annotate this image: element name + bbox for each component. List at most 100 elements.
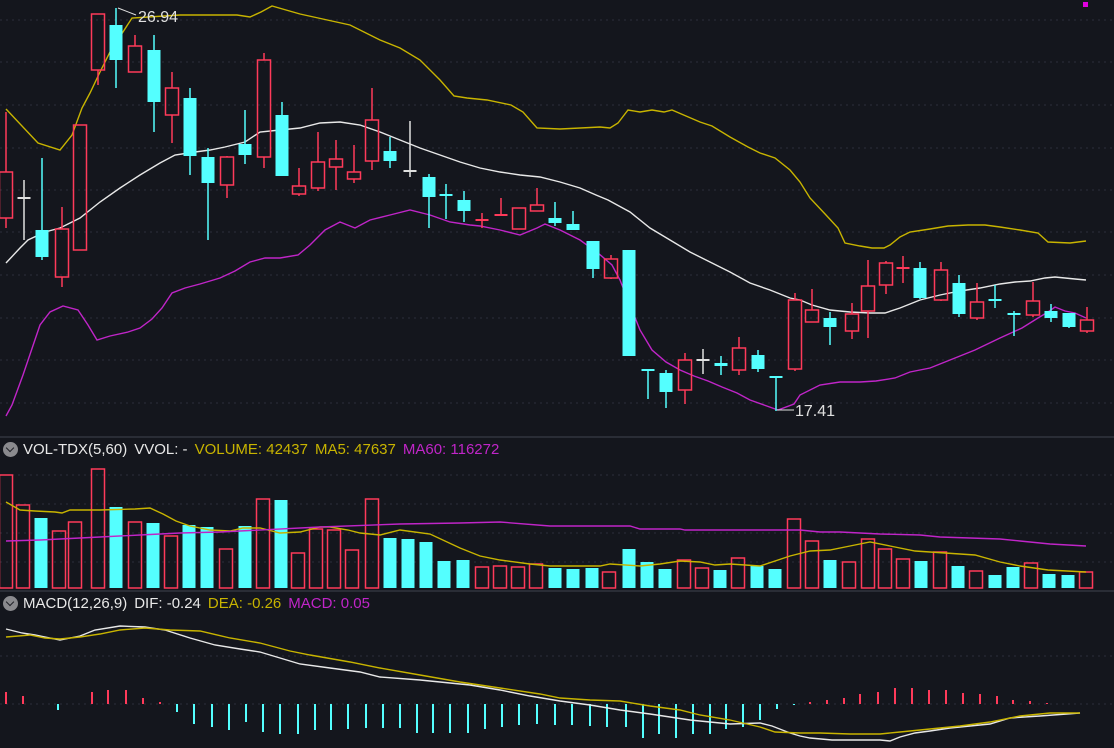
macd-indicator-name[interactable]: MACD(12,26,9) xyxy=(23,594,128,612)
candle[interactable] xyxy=(0,112,14,228)
candle[interactable] xyxy=(529,188,545,212)
candle[interactable] xyxy=(35,158,49,260)
boll-line-boll-upper xyxy=(5,5,1087,249)
volume-bar xyxy=(951,566,965,588)
macd-hist-value: MACD: 0.05 xyxy=(288,594,370,612)
candle[interactable] xyxy=(714,356,728,375)
chevron-down-icon[interactable] xyxy=(3,595,18,611)
candle[interactable] xyxy=(164,72,180,143)
volume-indicator-name[interactable]: VOL-TDX(5,60) xyxy=(23,440,128,458)
volume-panel-header: VOL-TDX(5,60) VVOL: - VOLUME: 42437 MA5:… xyxy=(0,438,1114,460)
candle[interactable] xyxy=(422,174,436,228)
volume-bar xyxy=(823,560,837,588)
candle[interactable] xyxy=(952,275,966,317)
volume-bar xyxy=(510,566,526,589)
candle[interactable] xyxy=(933,262,949,301)
volume-bar xyxy=(601,571,617,589)
candle[interactable] xyxy=(1044,304,1058,322)
candle[interactable] xyxy=(403,121,417,177)
volume-bar xyxy=(694,567,710,589)
candle[interactable] xyxy=(1025,282,1041,317)
candle[interactable] xyxy=(72,124,88,251)
volume-ma5-value: MA5: 47637 xyxy=(314,440,396,458)
volume-bar xyxy=(730,557,746,589)
candle[interactable] xyxy=(1079,307,1095,333)
volume-bar xyxy=(914,561,928,588)
candle[interactable] xyxy=(238,110,252,164)
volume-bar xyxy=(15,504,31,589)
volume-bar xyxy=(344,549,360,589)
volume-bar xyxy=(1023,562,1039,589)
candle[interactable] xyxy=(275,102,289,176)
volume-bar xyxy=(713,570,727,588)
candle[interactable] xyxy=(511,207,527,230)
candle[interactable] xyxy=(751,350,765,372)
candle[interactable] xyxy=(969,283,985,320)
candle[interactable] xyxy=(677,353,693,404)
candle[interactable] xyxy=(219,156,235,198)
candle[interactable] xyxy=(439,184,453,219)
volume-bar xyxy=(841,561,857,589)
candle[interactable] xyxy=(622,250,636,356)
volume-bar xyxy=(364,498,380,589)
candle[interactable] xyxy=(310,132,326,191)
candle[interactable] xyxy=(147,35,161,132)
candle[interactable] xyxy=(54,207,70,287)
candle[interactable] xyxy=(494,198,508,216)
candle[interactable] xyxy=(823,312,837,345)
volume-bar xyxy=(492,565,508,589)
candle[interactable] xyxy=(383,137,397,168)
candle[interactable] xyxy=(291,168,307,196)
panel-divider-volume[interactable] xyxy=(0,436,1114,438)
candle[interactable] xyxy=(603,255,619,279)
candle[interactable] xyxy=(109,8,123,88)
candle[interactable] xyxy=(586,241,600,278)
candle[interactable] xyxy=(1007,311,1021,336)
candle[interactable] xyxy=(346,145,362,183)
candle[interactable] xyxy=(804,289,820,323)
candle[interactable] xyxy=(127,35,143,73)
candle[interactable] xyxy=(896,256,910,283)
candle[interactable] xyxy=(457,191,471,222)
candle[interactable] xyxy=(364,88,380,170)
volume-ma5-line xyxy=(5,501,1087,573)
volume-bar xyxy=(109,507,123,588)
volume-bar xyxy=(1006,567,1020,588)
candle[interactable] xyxy=(1062,313,1076,328)
candle[interactable] xyxy=(860,260,876,338)
candle[interactable] xyxy=(787,293,803,371)
volume-bar xyxy=(1078,571,1094,589)
candle[interactable] xyxy=(988,285,1002,308)
volume-bar xyxy=(548,568,562,588)
volume-bar xyxy=(528,563,544,589)
volume-bar xyxy=(640,562,654,588)
candle[interactable] xyxy=(90,13,106,85)
volume-bar xyxy=(326,529,342,589)
volume-bar xyxy=(895,558,911,589)
candle[interactable] xyxy=(201,148,215,240)
candle[interactable] xyxy=(844,303,860,339)
candle[interactable] xyxy=(641,369,655,399)
volume-bar xyxy=(566,569,580,588)
candle[interactable] xyxy=(731,337,747,375)
candle[interactable] xyxy=(878,261,894,294)
candle[interactable] xyxy=(913,262,927,299)
high-pointer xyxy=(117,7,137,16)
panel-divider-macd[interactable] xyxy=(0,590,1114,592)
volume-bar xyxy=(90,468,106,589)
candle[interactable] xyxy=(183,88,197,175)
candle[interactable] xyxy=(328,140,344,190)
candle[interactable] xyxy=(256,53,272,168)
candle[interactable] xyxy=(566,211,580,230)
candle[interactable] xyxy=(17,180,31,240)
candle[interactable] xyxy=(475,213,489,228)
candle[interactable] xyxy=(548,202,562,226)
chevron-down-icon[interactable] xyxy=(3,441,18,457)
candle[interactable] xyxy=(769,376,783,411)
candle[interactable] xyxy=(659,370,673,408)
volume-bar xyxy=(1061,575,1075,588)
candle[interactable] xyxy=(696,349,710,374)
volume-bar xyxy=(988,575,1002,588)
